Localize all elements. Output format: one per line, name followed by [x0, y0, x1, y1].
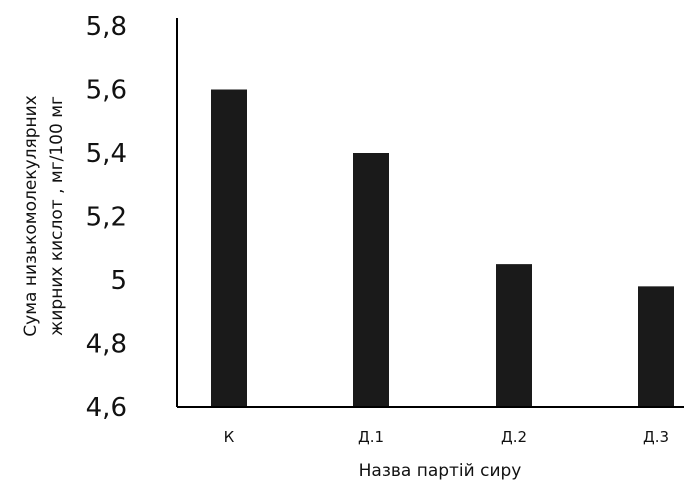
y-axis-title-line-1: Сума низькомолекулярних — [21, 95, 41, 336]
x-tick-label: К — [224, 428, 235, 446]
x-tick-label: Д.3 — [643, 428, 669, 446]
y-axis-title: Сума низькомолекулярних жирних кислот , … — [21, 95, 67, 336]
y-tick-label: 5,8 — [86, 12, 127, 42]
bar-3 — [496, 264, 532, 407]
x-tick-labels: К Д.1 Д.2 Д.3 — [224, 428, 669, 446]
bar-1 — [211, 89, 247, 407]
y-tick-label: 4,8 — [86, 330, 127, 360]
y-tick-label: 5,4 — [86, 139, 127, 169]
y-tick-label: 5 — [110, 266, 127, 296]
bar-4 — [638, 286, 674, 407]
y-tick-labels: 4,6 4,8 5 5,2 5,4 5,6 5,8 — [86, 12, 127, 423]
y-tick-label: 5,6 — [86, 76, 127, 106]
y-tick-label: 4,6 — [86, 393, 127, 423]
bars-group — [211, 89, 674, 407]
x-axis-title: Назва партій сиру — [359, 461, 522, 481]
y-axis-title-line-2: жирних кислот , мг/100 мг — [47, 96, 67, 336]
x-tick-label: Д.2 — [501, 428, 527, 446]
x-tick-label: Д.1 — [358, 428, 384, 446]
y-tick-label: 5,2 — [86, 203, 127, 233]
bar-2 — [353, 153, 389, 407]
